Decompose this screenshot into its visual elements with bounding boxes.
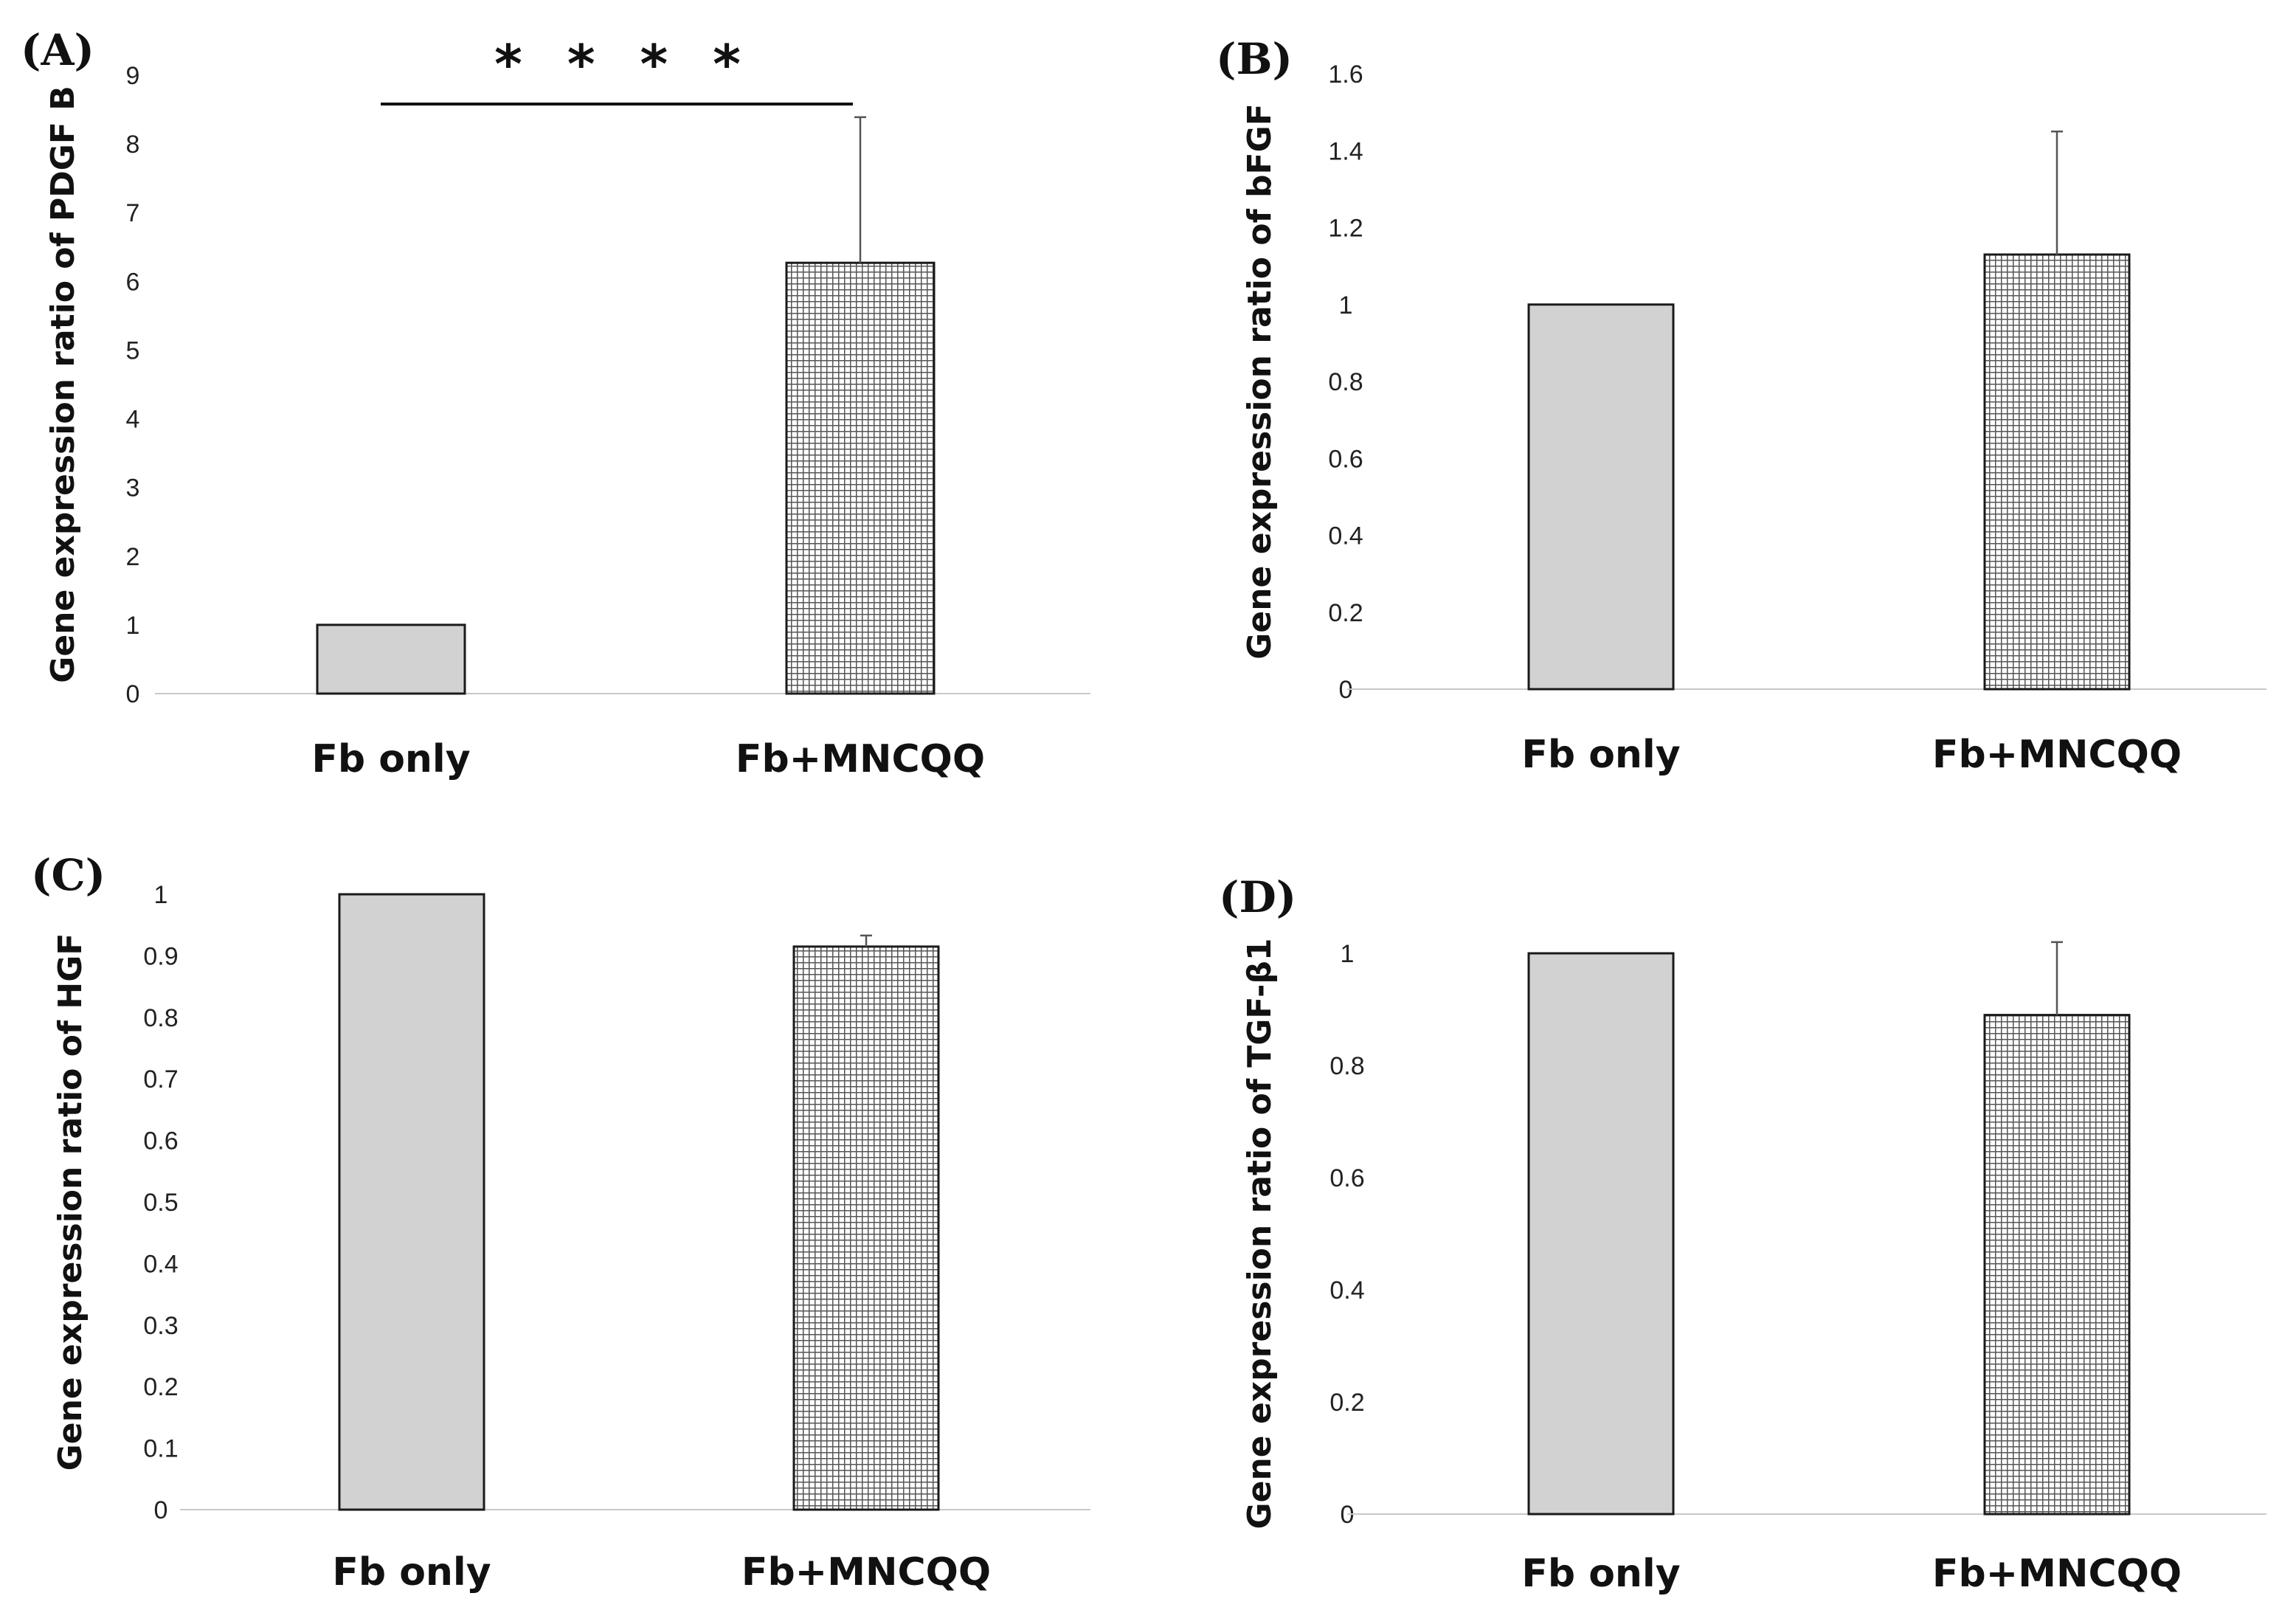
y-tick-label: 0.5 <box>143 1189 178 1217</box>
category-label: Fb+MNCQQ <box>1932 1552 2182 1596</box>
y-tick-label: 0.2 <box>143 1373 178 1401</box>
bar-fb-only <box>1527 303 1675 691</box>
panel-letter: (A) <box>21 25 94 75</box>
y-tick-label: 1 <box>1339 291 1353 319</box>
y-tick-label: 8 <box>126 131 140 159</box>
bar-fb-only <box>338 893 485 1511</box>
y-tick-label: 4 <box>126 406 140 434</box>
chart-panel-3: (D)Gene expression ratio of TGF-β1 00.20.… <box>1219 872 2266 1596</box>
bar-fb-only <box>1527 952 1675 1516</box>
y-tick-label: 1.6 <box>1328 61 1363 89</box>
y-tick-label: 5 <box>126 336 140 365</box>
y-axis-title: Gene expression ratio of PDGF B <box>44 86 82 683</box>
y-tick-label: 1.4 <box>1328 137 1363 165</box>
y-tick-label: 2 <box>126 543 140 571</box>
bar-fb-mncqq <box>1983 253 2131 691</box>
y-tick-label: 0.4 <box>1328 522 1363 550</box>
y-tick-label: 0.8 <box>143 1004 178 1032</box>
chart-panel-1: (B) Gene expression ratio of bFGF 0 0.2 0.4 0… <box>1216 34 2266 777</box>
category-label: Fb only <box>332 1550 491 1595</box>
y-tick-label: 0.6 <box>1328 445 1363 473</box>
panel-letter: (C) <box>31 850 106 900</box>
y-tick-label: 0.4 <box>1329 1276 1364 1305</box>
y-tick-label: 0.2 <box>1329 1389 1364 1417</box>
y-tick-label: 0.2 <box>1328 599 1363 627</box>
y-tick-label: 0.1 <box>143 1435 178 1463</box>
y-tick-label: 3 <box>126 474 140 502</box>
y-axis-title: Gene expression ratio of TGF-β1 <box>1241 939 1279 1530</box>
y-tick-label: 0 <box>154 1496 168 1524</box>
category-label: Fb+MNCQQ <box>741 1550 991 1595</box>
chart-panel-2: (C) Gene expression ratio of HGF 0 0.1 0.2 0.… <box>31 850 1090 1595</box>
significance-marker: * * * * <box>494 33 754 95</box>
y-tick-label: 1.2 <box>1328 215 1363 243</box>
y-tick-label: 0 <box>1339 676 1353 704</box>
bar-fb-mncqq <box>1983 1014 2131 1516</box>
chart-panel-0: (A) Gene expression ratio of PDGF B 0 1 2 3 4 5… <box>21 25 1090 781</box>
y-tick-label: 0.3 <box>143 1312 178 1340</box>
y-tick-label: 0.7 <box>143 1065 178 1094</box>
category-label: Fb only <box>311 737 470 781</box>
bar-fb-only <box>316 623 466 695</box>
y-tick-label: 1 <box>154 881 168 909</box>
y-tick-label: 6 <box>126 268 140 296</box>
y-axis-title: Gene expression ratio of HGF <box>52 933 89 1471</box>
y-tick-label: 0.9 <box>143 942 178 970</box>
category-label: Fb only <box>1521 733 1680 777</box>
bar-fb-mncqq <box>792 945 940 1511</box>
y-tick-label: 0.8 <box>1328 368 1363 396</box>
panel-letter: (D) <box>1219 872 1296 922</box>
y-tick-label: 0.8 <box>1329 1052 1364 1080</box>
bar-fb-mncqq <box>785 261 936 695</box>
y-tick-label: 0.4 <box>143 1250 178 1278</box>
y-tick-label: 0.6 <box>143 1127 178 1155</box>
y-tick-label: 0.6 <box>1329 1164 1364 1192</box>
y-tick-label: 0 <box>126 680 140 708</box>
y-tick-label: 1 <box>126 612 140 640</box>
y-tick-label: 9 <box>126 62 140 90</box>
y-tick-label: 1 <box>1341 940 1355 968</box>
category-label: Fb+MNCQQ <box>736 737 985 781</box>
category-label: Fb only <box>1521 1552 1680 1596</box>
panel-letter: (B) <box>1216 34 1293 84</box>
category-label: Fb+MNCQQ <box>1932 733 2182 777</box>
y-tick-label: 7 <box>126 199 140 227</box>
y-axis-title: Gene expression ratio of bFGF <box>1241 103 1279 660</box>
